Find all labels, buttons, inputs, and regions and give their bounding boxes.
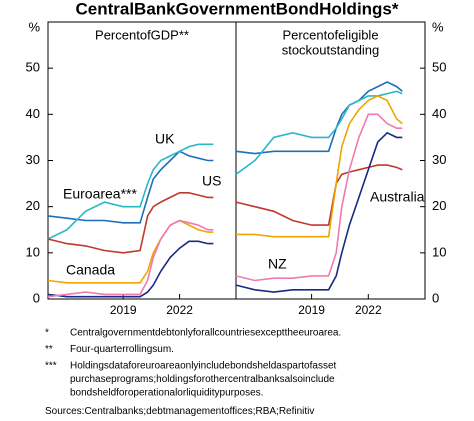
series-label: Australia bbox=[370, 189, 425, 205]
series-label: UK bbox=[155, 131, 175, 147]
chart-title: CentralBankGovernmentBondHoldings* bbox=[75, 0, 398, 18]
x-tick-label: 2022 bbox=[166, 303, 193, 317]
y-tick-label: 20 bbox=[432, 198, 446, 213]
series-line bbox=[47, 240, 214, 298]
series-line bbox=[47, 143, 214, 240]
footnote-text: purchaseprograms;holdingsforothercentral… bbox=[70, 374, 335, 385]
footnote-marker: * bbox=[45, 328, 49, 339]
series-line bbox=[47, 219, 214, 298]
series-label: Canada bbox=[66, 262, 115, 278]
footnote-text: bondsheldforoperationalorliquiditypurpos… bbox=[70, 388, 263, 399]
series-line bbox=[47, 150, 214, 224]
footnote-text: Holdingsdataforeuroareaonlyincludebondsh… bbox=[70, 361, 337, 372]
y-tick-label: 20 bbox=[26, 198, 40, 213]
x-tick-label: 2019 bbox=[110, 303, 137, 317]
footnote-marker: ** bbox=[45, 344, 53, 355]
x-tick-label: 2022 bbox=[355, 303, 382, 317]
y-tick-label: 50 bbox=[432, 60, 446, 75]
x-tick-label: 2019 bbox=[298, 303, 325, 317]
y-unit: % bbox=[432, 19, 444, 34]
panel-title: PercentofGDP** bbox=[95, 27, 189, 42]
y-tick-label: 10 bbox=[26, 244, 40, 259]
y-tick-label: 40 bbox=[432, 106, 446, 121]
series-line bbox=[235, 113, 403, 282]
y-tick-label: 50 bbox=[26, 60, 40, 75]
footnote-marker: *** bbox=[45, 361, 57, 372]
series-line bbox=[47, 192, 214, 254]
series-line bbox=[235, 81, 403, 155]
footnote-text: Four-quarterrollingsum. bbox=[70, 344, 174, 355]
series-line bbox=[235, 131, 403, 293]
source: Sources:Centralbanks;debtmanagementoffic… bbox=[45, 406, 314, 417]
series-label: NZ bbox=[268, 256, 287, 272]
panel-title: stockoutstanding bbox=[282, 42, 380, 57]
y-tick-label: 0 bbox=[432, 290, 439, 305]
y-tick-label: 30 bbox=[26, 152, 40, 167]
series-line bbox=[47, 219, 214, 284]
series-line bbox=[235, 90, 403, 175]
series-line bbox=[236, 95, 403, 238]
y-tick-label: 0 bbox=[33, 290, 40, 305]
y-tick-label: 40 bbox=[26, 106, 40, 121]
series-label: Euroarea*** bbox=[63, 186, 137, 202]
y-tick-label: 10 bbox=[432, 244, 446, 259]
y-tick-label: 30 bbox=[432, 152, 446, 167]
series-line bbox=[235, 164, 403, 226]
y-unit: % bbox=[28, 19, 40, 34]
panel-title: Percentofeligible bbox=[282, 27, 378, 42]
series-label: US bbox=[202, 173, 221, 189]
footnote-text: Centralgovernmentdebtonlyforallcountries… bbox=[70, 328, 341, 339]
